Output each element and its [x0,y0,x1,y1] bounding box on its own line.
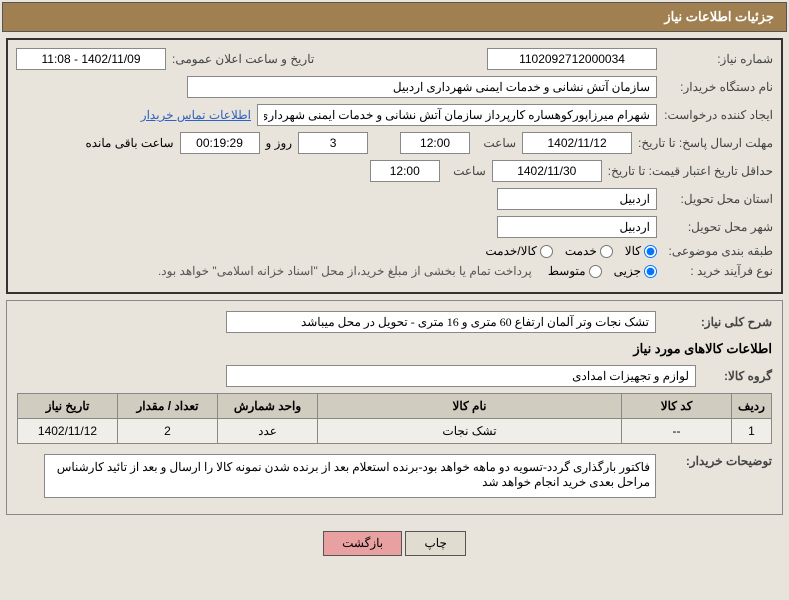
cell-code: -- [622,419,732,444]
city-input[interactable] [497,216,657,238]
cat-service-option[interactable]: خدمت [565,244,613,258]
desc-label: شرح کلی نیاز: [662,315,772,329]
cell-name: تشک نجات [318,419,622,444]
cell-date: 1402/11/12 [18,419,118,444]
group-input[interactable] [226,365,696,387]
buyer-notes-label: توضیحات خریدار: [662,454,772,468]
proc-small-radio[interactable] [644,265,657,278]
th-qty: تعداد / مقدار [118,394,218,419]
cat-goods-radio[interactable] [644,245,657,258]
th-row: ردیف [732,394,772,419]
deadline-time: 12:00 [400,132,470,154]
buyer-org-label: نام دستگاه خریدار: [663,80,773,94]
validity-time-label: ساعت [446,164,486,178]
requester-label: ایجاد کننده درخواست: [663,108,773,122]
page-header: جزئیات اطلاعات نیاز [2,2,787,32]
main-form-box: شماره نیاز: 1102092712000034 تاریخ و ساع… [6,38,783,294]
proc-medium-option[interactable]: متوسط [548,264,602,278]
need-no-label: شماره نیاز: [663,52,773,66]
deadline-label: مهلت ارسال پاسخ: تا تاریخ: [638,136,773,150]
group-label: گروه کالا: [702,369,772,383]
remaining-label: ساعت باقی مانده [85,136,173,150]
details-section: شرح کلی نیاز: اطلاعات کالاهای مورد نیاز … [6,300,783,515]
validity-time: 12:00 [370,160,440,182]
buyer-contact-link[interactable]: اطلاعات تماس خریدار [141,108,251,122]
payment-note: پرداخت تمام یا بخشی از مبلغ خرید،از محل … [158,264,532,278]
deadline-date: 1402/11/12 [522,132,632,154]
th-unit: واحد شمارش [218,394,318,419]
days-label: روز و [266,136,293,150]
th-name: نام کالا [318,394,622,419]
goods-table: ردیف کد کالا نام کالا واحد شمارش تعداد /… [17,393,772,444]
button-bar: چاپ بازگشت [0,521,789,566]
th-code: کد کالا [622,394,732,419]
goods-info-title: اطلاعات کالاهای مورد نیاز [17,341,772,357]
cat-service-radio[interactable] [600,245,613,258]
cell-row: 1 [732,419,772,444]
th-date: تاریخ نیاز [18,394,118,419]
proc-medium-radio[interactable] [589,265,602,278]
buyer-notes-textarea[interactable] [44,454,656,498]
requester-input[interactable] [257,104,657,126]
validity-date: 1402/11/30 [492,160,602,182]
deadline-time-label: ساعت [476,136,516,150]
cell-unit: عدد [218,419,318,444]
cell-qty: 2 [118,419,218,444]
process-label: نوع فرآیند خرید : [663,264,773,278]
announce-label: تاریخ و ساعت اعلان عمومی: [172,52,314,66]
category-label: طبقه بندی موضوعی: [663,244,773,258]
time-remaining: 00:19:29 [180,132,260,154]
proc-small-option[interactable]: جزیی [614,264,657,278]
validity-label: حداقل تاریخ اعتبار قیمت: تا تاریخ: [608,164,773,178]
province-input[interactable] [497,188,657,210]
need-no-value: 1102092712000034 [487,48,657,70]
print-button[interactable]: چاپ [405,531,465,556]
desc-input[interactable] [226,311,656,333]
buyer-org-input[interactable] [187,76,657,98]
back-button[interactable]: بازگشت [323,531,402,556]
category-radio-group: کالا خدمت کالا/خدمت [485,244,657,258]
days-remaining: 3 [298,132,368,154]
table-row: 1 -- تشک نجات عدد 2 1402/11/12 [18,419,772,444]
cat-goods-option[interactable]: کالا [625,244,657,258]
province-label: استان محل تحویل: [663,192,773,206]
city-label: شهر محل تحویل: [663,220,773,234]
page-title: جزئیات اطلاعات نیاز [664,9,774,24]
cat-both-option[interactable]: کالا/خدمت [485,244,552,258]
process-radio-group: جزیی متوسط [548,264,657,278]
announce-value: 1402/11/09 - 11:08 [16,48,166,70]
cat-both-radio[interactable] [540,245,553,258]
